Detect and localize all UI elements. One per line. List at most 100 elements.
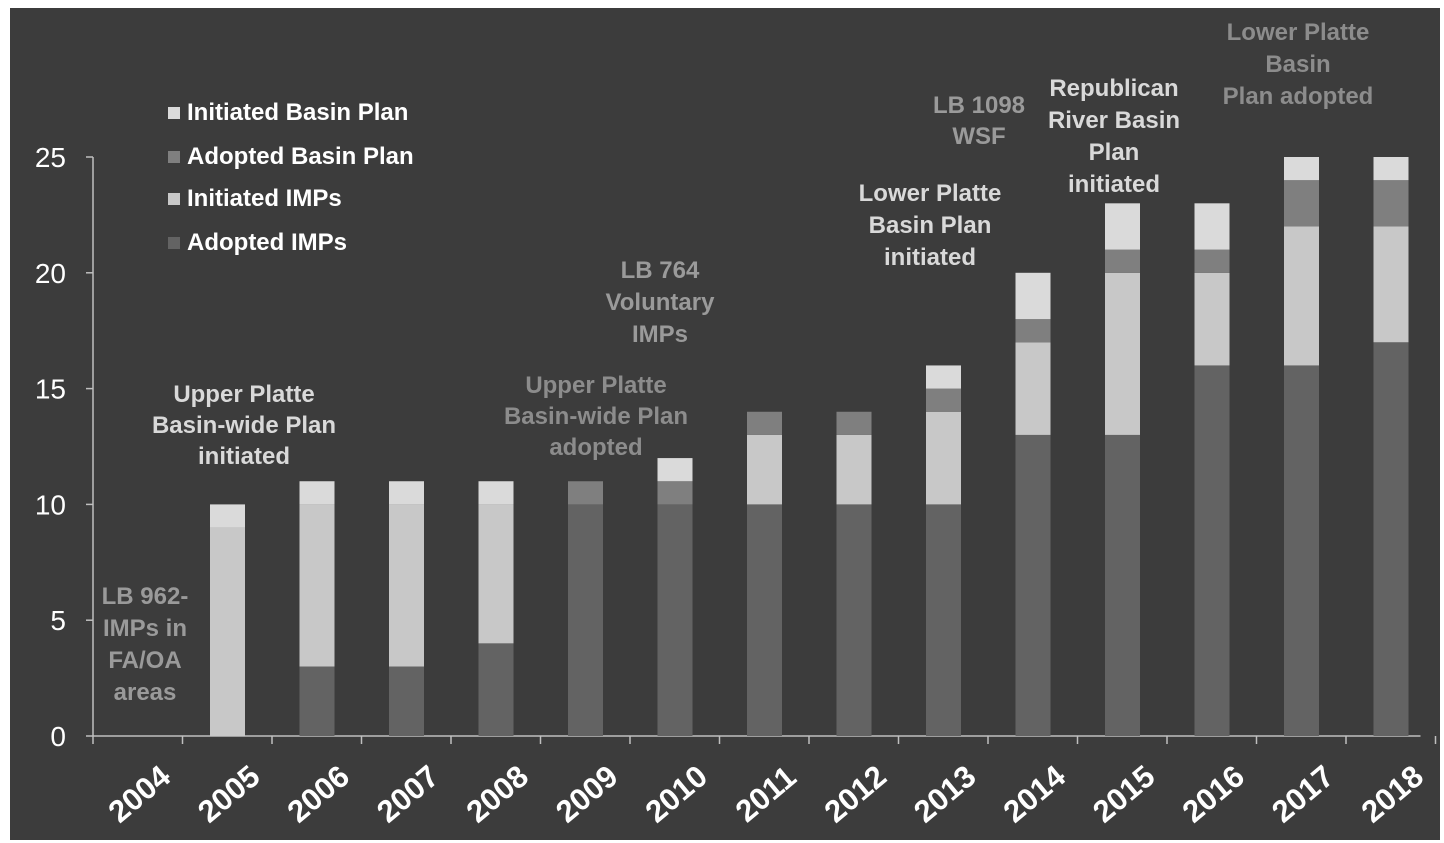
x-tick-label-2017: 2017 <box>1265 758 1340 829</box>
bar-segment-adopted-basin-plan-2009 <box>568 481 603 505</box>
annotation-0-line-3: areas <box>114 679 177 706</box>
annotation-3: LB 764 Voluntary IMPs <box>606 257 716 348</box>
annotation-6-line-0: Republican <box>1049 75 1178 102</box>
bar-segment-initiated-imps-2012 <box>836 434 872 505</box>
annotation-6: Republican River Basin Plan initiated <box>1048 75 1180 198</box>
y-tick-label: 20 <box>35 258 66 289</box>
y-tick-label: 0 <box>50 721 66 752</box>
annotation-1-line-2: initiated <box>198 443 290 470</box>
bar-segment-adopted-imps-2008 <box>478 643 514 736</box>
bar-segment-adopted-imps-2018 <box>1373 342 1409 736</box>
legend-swatch-1 <box>168 151 180 163</box>
bar-segment-adopted-basin-plan-2018 <box>1373 180 1409 227</box>
x-tick-label-2015: 2015 <box>1086 758 1161 829</box>
bar-segment-initiated-imps-2018 <box>1373 226 1409 343</box>
annotation-1-line-0: Upper Platte <box>173 381 314 408</box>
bar-segment-adopted-basin-plan-2016 <box>1194 249 1230 273</box>
bar-segment-initiated-basin-plan-2013 <box>926 365 961 389</box>
annotation-2: Upper Platte Basin-wide Plan adopted <box>504 372 688 461</box>
bar-segment-initiated-basin-plan-2006 <box>299 481 335 505</box>
legend-label-2: Initiated IMPs <box>187 185 342 212</box>
y-tick-label: 15 <box>35 374 66 405</box>
bar-segment-adopted-basin-plan-2011 <box>747 411 782 435</box>
annotation-5: LB 1098 WSF <box>933 92 1025 150</box>
bar-segment-adopted-basin-plan-2017 <box>1284 180 1319 227</box>
bar-segment-initiated-imps-2005 <box>210 527 245 736</box>
bar-segment-adopted-imps-2012 <box>836 504 872 736</box>
legend-swatch-3 <box>168 237 180 249</box>
bar-segment-initiated-imps-2016 <box>1194 272 1230 366</box>
bar-segment-initiated-imps-2007 <box>389 504 424 667</box>
annotation-3-line-2: IMPs <box>632 321 688 348</box>
bar-segment-adopted-imps-2017 <box>1284 365 1319 736</box>
annotation-6-line-3: initiated <box>1068 171 1160 198</box>
x-tick-label-2008: 2008 <box>460 758 535 829</box>
x-tick-label-2018: 2018 <box>1355 758 1430 829</box>
x-tick-label-2007: 2007 <box>370 758 445 829</box>
x-tick-label-2011: 2011 <box>729 759 803 829</box>
legend-label-1: Adopted Basin Plan <box>187 143 414 170</box>
bar-segment-initiated-imps-2008 <box>478 504 514 644</box>
annotation-4-line-1: Basin Plan <box>869 212 992 239</box>
bar-segment-adopted-imps-2009 <box>568 504 603 736</box>
y-tick-label: 10 <box>35 489 66 520</box>
bar-segment-adopted-basin-plan-2012 <box>836 411 872 435</box>
bar-segment-adopted-basin-plan-2010 <box>657 481 693 505</box>
annotation-2-line-2: adopted <box>549 434 642 461</box>
bar-segment-initiated-basin-plan-2018 <box>1373 157 1409 181</box>
bar-segment-initiated-basin-plan-2016 <box>1194 203 1230 250</box>
bar-segment-initiated-imps-2006 <box>299 504 335 667</box>
annotation-4: Lower Platte Basin Plan initiated <box>859 180 1002 271</box>
y-tick-label: 5 <box>50 605 66 636</box>
annotation-1-line-1: Basin-wide Plan <box>152 412 336 439</box>
x-tick-label-2004: 2004 <box>102 758 178 830</box>
annotation-6-line-2: Plan <box>1089 139 1140 166</box>
legend-swatch-2 <box>168 193 180 205</box>
bar-segment-adopted-basin-plan-2014 <box>1015 319 1051 343</box>
annotation-1: Upper Platte Basin-wide Plan initiated <box>152 381 336 470</box>
bar-segment-initiated-imps-2011 <box>747 434 782 505</box>
bar-segment-initiated-basin-plan-2017 <box>1284 157 1319 181</box>
y-tick-label: 25 <box>35 142 66 173</box>
bar-segment-initiated-imps-2017 <box>1284 226 1319 366</box>
x-tick-label-2016: 2016 <box>1176 758 1251 829</box>
annotation-0-line-0: LB 962- <box>102 583 189 610</box>
annotation-7: Lower Platte Basin Plan adopted <box>1223 19 1374 110</box>
x-tick-label-2006: 2006 <box>281 758 356 829</box>
bar-segment-initiated-basin-plan-2005 <box>210 504 245 528</box>
chart-frame: 0 5 10 15 20 25 2004 2005 2006 2007 2008 2009 2010 20… <box>10 8 1440 840</box>
annotation-3-line-1: Voluntary <box>606 289 716 316</box>
annotation-0-line-1: IMPs in <box>103 615 187 642</box>
x-tick-label-2012: 2012 <box>818 758 893 829</box>
annotation-2-line-0: Upper Platte <box>525 372 666 399</box>
annotation-0-line-2: FA/OA <box>108 647 181 674</box>
annotation-7-line-0: Lower Platte <box>1227 19 1370 46</box>
bar-segment-adopted-imps-2015 <box>1105 434 1140 736</box>
annotation-5-line-0: LB 1098 <box>933 92 1025 119</box>
annotation-0: LB 962- IMPs in FA/OA areas <box>102 583 189 706</box>
bar-segment-adopted-imps-2007 <box>389 666 424 736</box>
bar-segment-initiated-basin-plan-2007 <box>389 481 424 505</box>
bar-segment-initiated-imps-2014 <box>1015 342 1051 435</box>
bar-segment-initiated-basin-plan-2010 <box>657 458 693 482</box>
annotation-5-line-1: WSF <box>952 123 1005 150</box>
bar-segment-initiated-imps-2015 <box>1105 272 1140 435</box>
annotation-3-line-0: LB 764 <box>621 257 700 284</box>
x-tick-label-2005: 2005 <box>191 758 266 829</box>
bar-segment-adopted-imps-2010 <box>657 504 693 736</box>
annotation-4-line-0: Lower Platte <box>859 180 1002 207</box>
legend-label-3: Adopted IMPs <box>187 229 347 256</box>
annotation-2-line-1: Basin-wide Plan <box>504 403 688 430</box>
annotation-7-line-1: Basin <box>1265 51 1330 78</box>
bar-segment-adopted-basin-plan-2015 <box>1105 249 1140 273</box>
bar-segment-adopted-basin-plan-2013 <box>926 388 961 412</box>
annotation-4-line-2: initiated <box>884 244 976 271</box>
bar-segment-adopted-imps-2011 <box>747 504 782 736</box>
bar-segment-initiated-basin-plan-2014 <box>1015 272 1051 320</box>
legend-swatch-0 <box>168 107 180 119</box>
bar-segment-initiated-basin-plan-2015 <box>1105 203 1140 250</box>
bar-segment-adopted-imps-2006 <box>299 666 335 736</box>
annotation-7-line-2: Plan adopted <box>1223 83 1374 110</box>
annotation-6-line-1: River Basin <box>1048 107 1180 134</box>
